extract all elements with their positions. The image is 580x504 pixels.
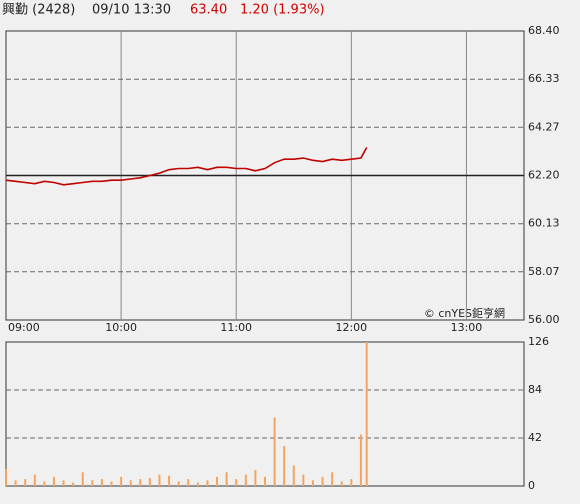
y-tick-label: 62.20 (528, 169, 560, 182)
volume-bar (139, 479, 142, 486)
volume-bar (168, 475, 171, 486)
y-tick-label: 68.40 (528, 24, 560, 37)
volume-bar (100, 479, 103, 486)
y-tick-label: 84 (528, 383, 542, 396)
volume-bar (24, 479, 27, 486)
volume-bar (340, 481, 343, 486)
y-tick-label: 64.27 (528, 120, 560, 133)
x-tick-label: 12:00 (335, 321, 367, 334)
volume-bar (14, 480, 17, 486)
y-tick-label: 0 (528, 479, 535, 492)
volume-bar (264, 476, 266, 486)
volume-bar (33, 474, 36, 486)
volume-bar (235, 479, 238, 486)
volume-bar (177, 481, 180, 486)
watermark: © cnYES鉅亨網 (424, 306, 505, 320)
volume-bar (158, 474, 161, 486)
volume-bar (206, 480, 209, 486)
y-tick-label: 42 (528, 431, 542, 444)
volume-panel (5, 341, 525, 487)
volume-bar (331, 472, 334, 486)
y-tick-label: 126 (528, 335, 549, 348)
y-tick-label: 60.13 (528, 217, 560, 230)
x-tick-label: 10:00 (105, 321, 137, 334)
volume-bar (359, 434, 362, 486)
volume-bar (52, 476, 55, 486)
volume-bar (129, 480, 132, 486)
volume-bar (5, 468, 7, 486)
last-price: 63.40 (190, 3, 227, 18)
y-tick-label: 66.33 (528, 72, 560, 85)
datetime: 09/10 13:30 (92, 3, 171, 18)
volume-bar (187, 479, 190, 486)
volume-bar (225, 472, 228, 486)
x-tick-label: 13:00 (451, 321, 483, 334)
x-tick-label: 11:00 (220, 321, 252, 334)
volume-bar (110, 481, 113, 486)
volume-bar (321, 476, 324, 486)
volume-bar (365, 342, 368, 486)
volume-bar (254, 470, 257, 486)
volume-bar (148, 478, 151, 486)
volume-bar (244, 474, 247, 486)
x-tick-label: 09:00 (8, 321, 40, 334)
volume-bar (43, 481, 46, 486)
stock-title: 興勤 (2428) (2, 3, 75, 18)
volume-bar (62, 480, 65, 486)
volume-bar (302, 474, 305, 486)
y-tick-label: 58.07 (528, 265, 560, 278)
volume-bar (72, 482, 75, 486)
volume-bar (120, 476, 123, 486)
price-line (5, 147, 368, 186)
volume-bar (283, 446, 286, 486)
y-tick-label: 56.00 (528, 313, 560, 326)
volume-bar (81, 472, 84, 486)
volume-bar (311, 480, 314, 486)
volume-bar (350, 479, 353, 486)
volume-bar (292, 465, 295, 486)
volume-bar (91, 480, 94, 486)
volume-bar (196, 482, 199, 486)
price-change: 1.20 (1.93%) (240, 3, 325, 18)
volume-bar (216, 476, 219, 486)
volume-bar (273, 417, 276, 486)
